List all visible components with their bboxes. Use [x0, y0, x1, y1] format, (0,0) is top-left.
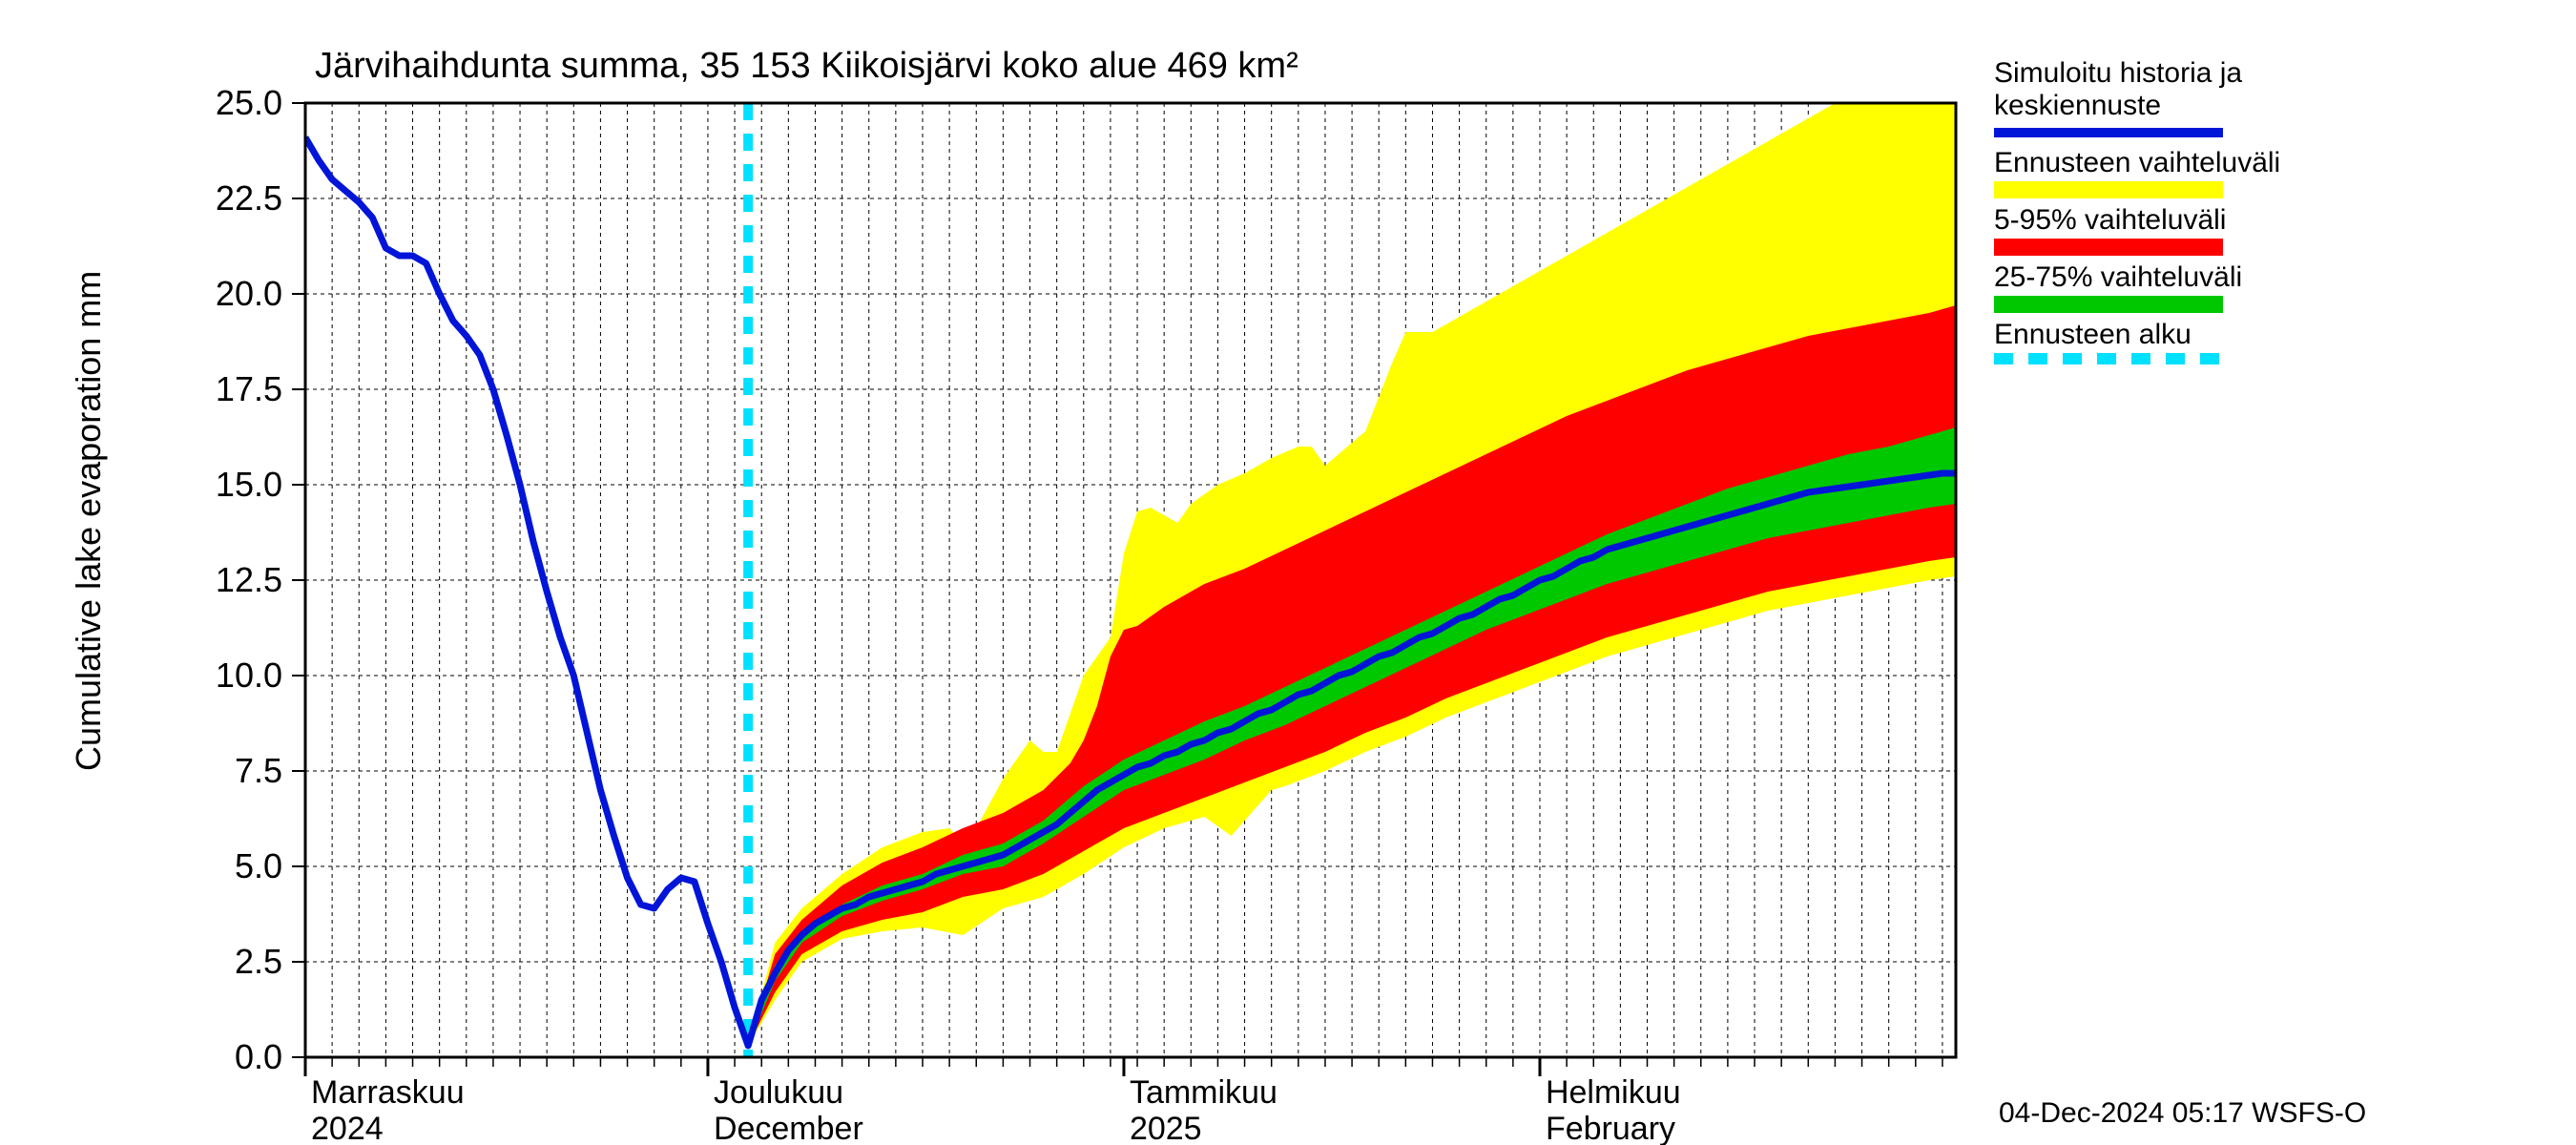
- y-tick-label: 2.5: [235, 942, 282, 981]
- x-tick-label: Marraskuu: [311, 1074, 465, 1111]
- y-tick-label: 10.0: [216, 656, 282, 695]
- legend-item: 5-95% vaihteluväli: [1994, 204, 2280, 256]
- legend-item: Ennusteen vaihteluväli: [1994, 147, 2280, 198]
- y-tick-label: 5.0: [235, 846, 282, 885]
- legend: Simuloitu historia jakeskiennuste Ennuste…: [1994, 57, 2280, 370]
- x-tick-label: Tammikuu: [1130, 1074, 1278, 1111]
- legend-label: 5-95% vaihteluväli: [1994, 204, 2280, 237]
- legend-item: Simuloitu historia jakeskiennuste: [1994, 57, 2280, 141]
- chart-container: Järvihaihdunta summa, 35 153 Kiikoisjärv…: [0, 0, 2576, 1145]
- legend-label: 25-75% vaihteluväli: [1994, 261, 2280, 294]
- legend-label: keskiennuste: [1994, 90, 2280, 122]
- x-tick-label: Helmikuu: [1546, 1074, 1681, 1111]
- legend-item: 25-75% vaihteluväli: [1994, 261, 2280, 313]
- legend-label: Ennusteen vaihteluväli: [1994, 147, 2280, 179]
- legend-swatch: [1994, 353, 2223, 364]
- bands: [748, 103, 1956, 1046]
- legend-swatch: [1994, 296, 2223, 313]
- footer-timestamp: 04-Dec-2024 05:17 WSFS-O: [1999, 1097, 2366, 1130]
- y-tick-label: 15.0: [216, 465, 282, 504]
- legend-item: Ennusteen alku: [1994, 319, 2280, 364]
- legend-label: Ennusteen alku: [1994, 319, 2280, 351]
- y-tick-label: 22.5: [216, 178, 282, 218]
- y-tick-label: 12.5: [216, 560, 282, 599]
- x-tick-label: 2025: [1130, 1111, 1202, 1145]
- y-tick-label: 0.0: [235, 1037, 282, 1076]
- x-tick-label: 2024: [311, 1111, 384, 1145]
- legend-swatch: [1994, 181, 2223, 198]
- y-axis-label: Cumulative lake evaporation mm: [69, 271, 108, 771]
- legend-label: Simuloitu historia ja: [1994, 57, 2280, 90]
- legend-swatch: [1994, 239, 2223, 256]
- y-tick-label: 20.0: [216, 274, 282, 313]
- legend-swatch: [1994, 124, 2223, 141]
- x-tick-label: February: [1546, 1111, 1675, 1145]
- chart-title: Järvihaihdunta summa, 35 153 Kiikoisjärv…: [315, 46, 1298, 87]
- y-tick-label: 7.5: [235, 751, 282, 790]
- y-tick-label: 25.0: [216, 83, 282, 122]
- x-tick-label: Joulukuu: [714, 1074, 843, 1111]
- y-tick-label: 17.5: [216, 369, 282, 408]
- x-tick-label: December: [714, 1111, 863, 1145]
